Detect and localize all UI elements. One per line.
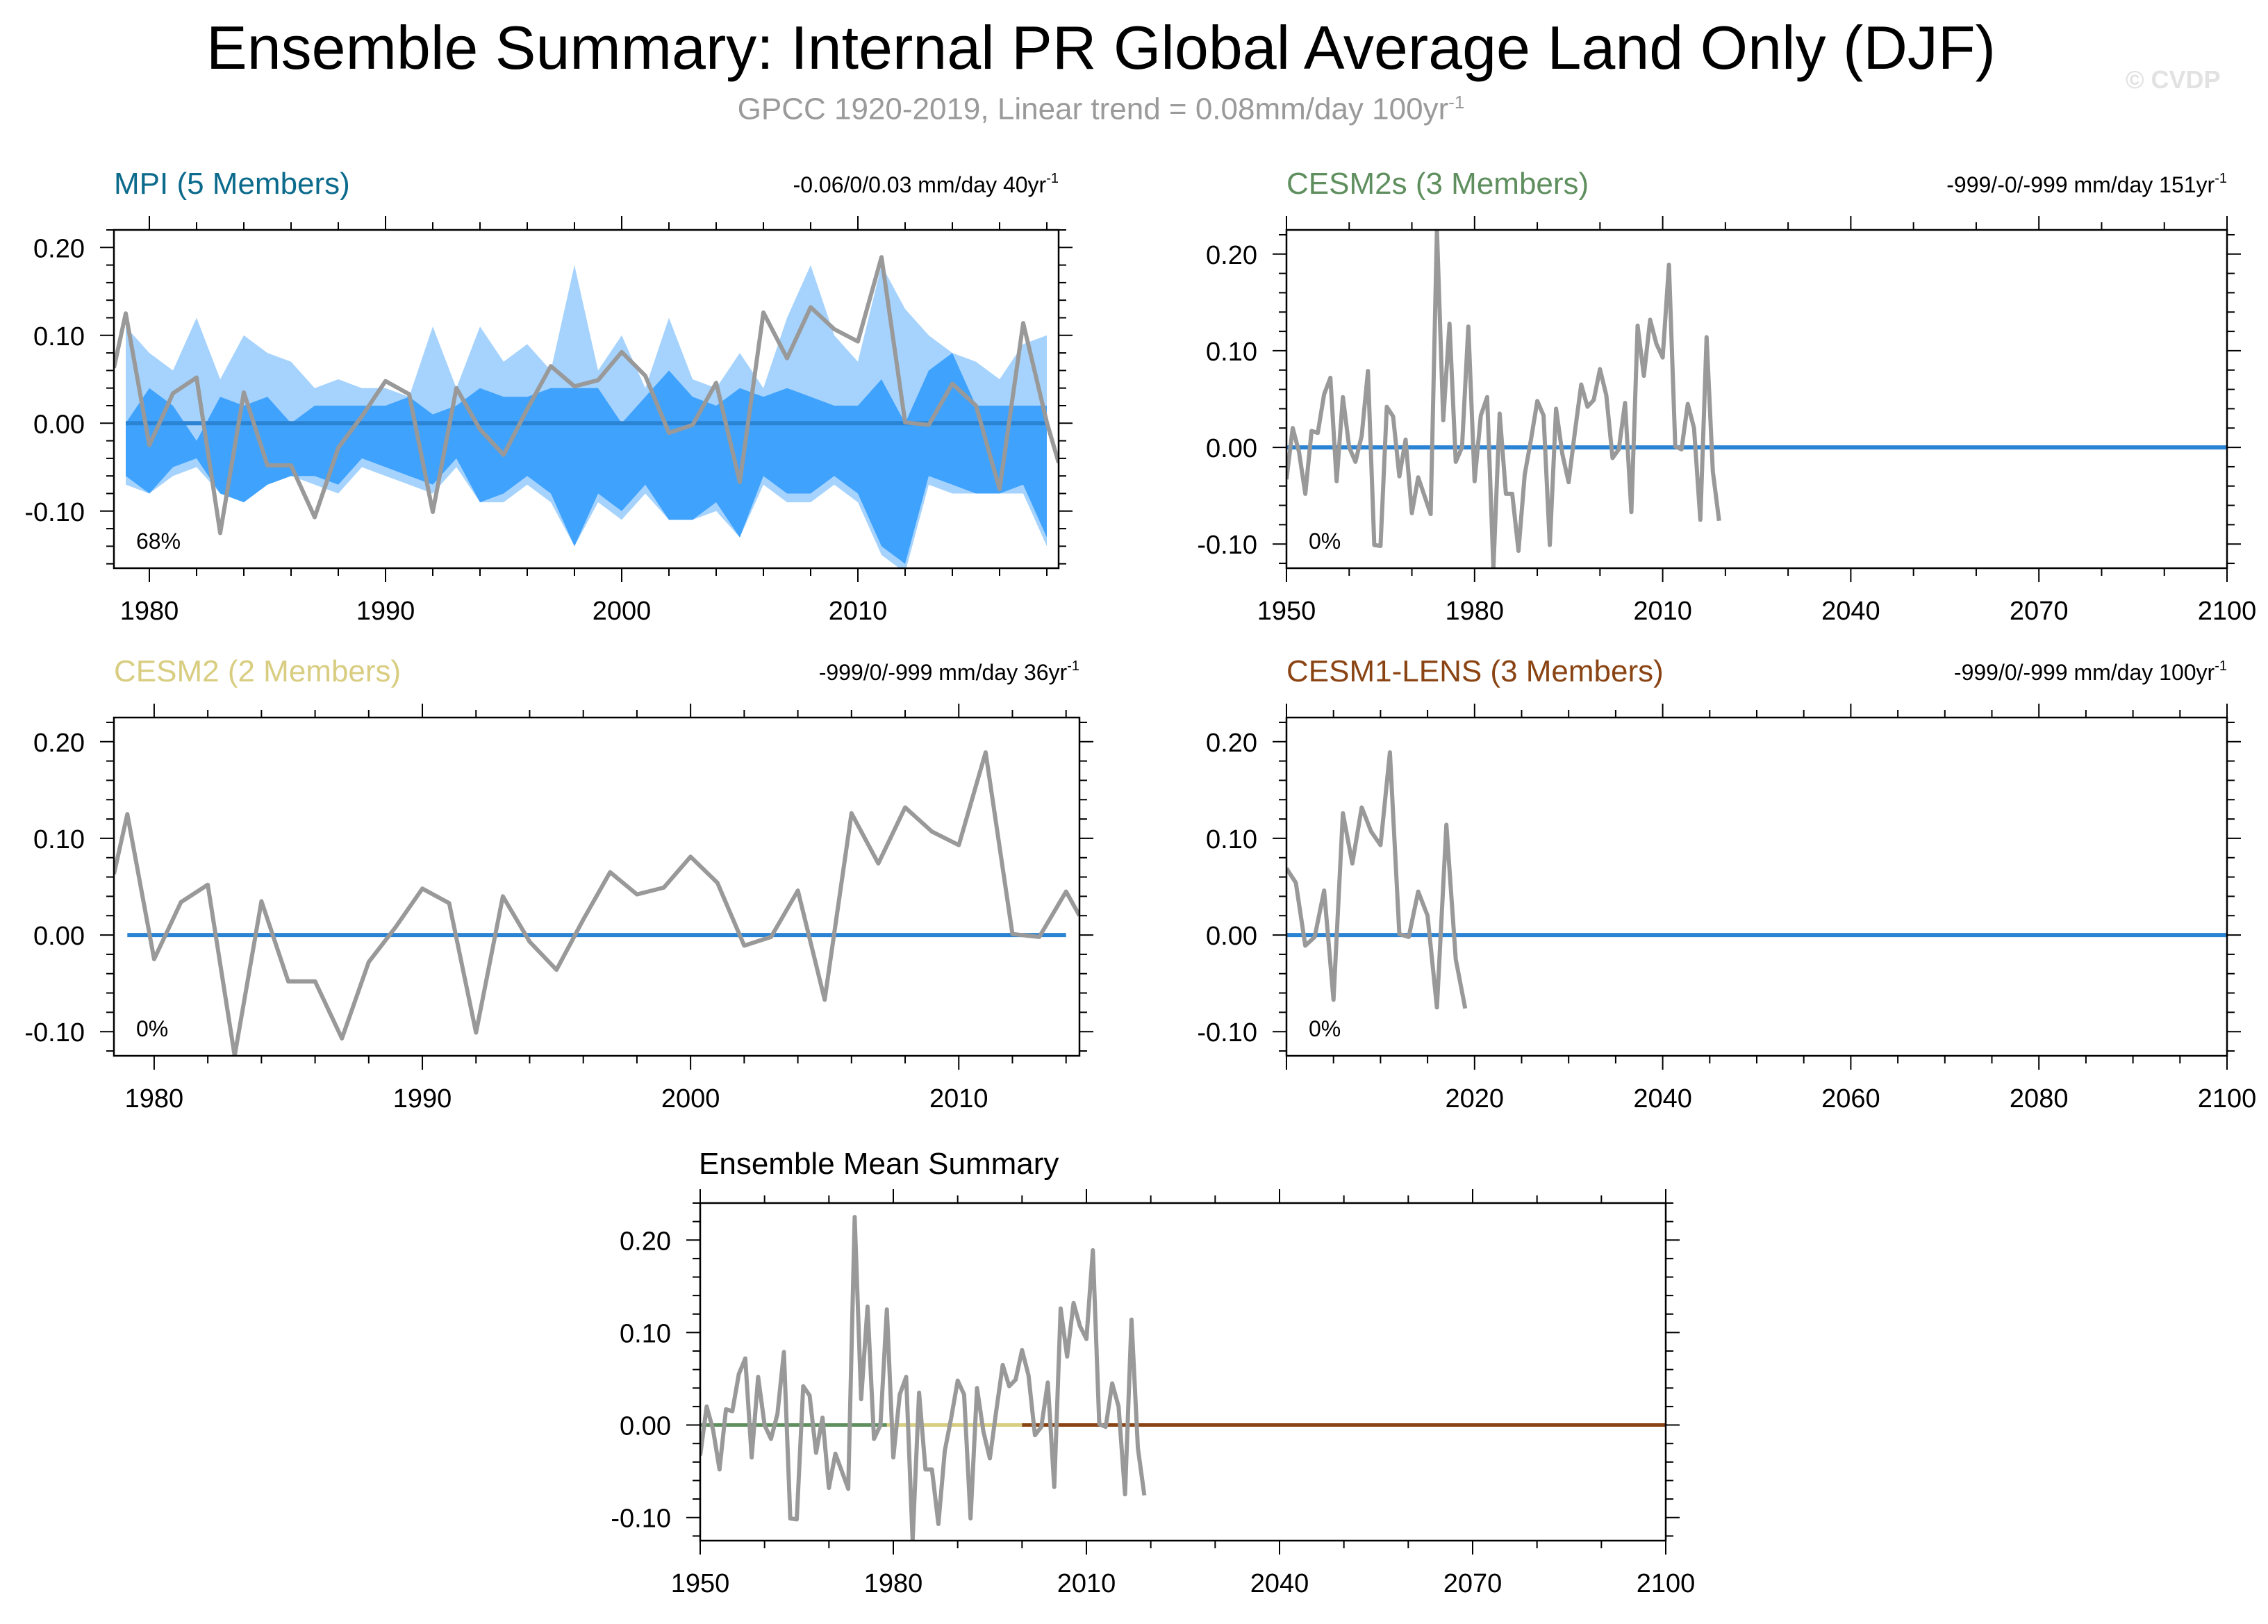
panel-title: CESM2s (3 Members)	[1286, 167, 1589, 201]
x-tick-label: 2070	[1443, 1569, 1503, 1598]
y-tick-label: 0.20	[1206, 729, 1257, 758]
page-title: Ensemble Summary: Internal PR Global Ave…	[206, 13, 1996, 82]
x-tick-label: 2070	[2010, 597, 2069, 626]
trend-label-text: -999/0/-999 mm/day 36yr	[819, 660, 1068, 685]
x-tick-label: 2000	[593, 597, 652, 626]
plot-area	[114, 750, 1079, 1056]
panel-title: CESM1-LENS (3 Members)	[1286, 654, 1664, 688]
x-tick-label: 2080	[2010, 1084, 2069, 1113]
x-tick-label: 2040	[1821, 597, 1880, 626]
x-tick-label: 2040	[1633, 1084, 1692, 1113]
x-tick-label: 1950	[671, 1569, 730, 1598]
percent-label: 0%	[1309, 529, 1341, 554]
chart-panel-ensemble-mean: 0.20 0.10 0.00 -0.10 1950 1980 2010 2040 2070 210…	[611, 1147, 1695, 1598]
x-tick-label: 2100	[2198, 1084, 2257, 1113]
y-tick-label: 0.00	[1206, 922, 1257, 951]
observed-series-line	[700, 1215, 1147, 1541]
y-tick-label: -0.10	[24, 1018, 85, 1047]
subtitle-exponent: -1	[1448, 92, 1465, 113]
x-tick-label: 2060	[1821, 1084, 1880, 1113]
percent-label: 0%	[1309, 1016, 1341, 1041]
trend-label-text: -999/-0/-999 mm/day 151yr	[1946, 172, 2215, 197]
trend-label: -999/0/-999 mm/day 36yr-1	[819, 658, 1079, 685]
y-tick-label: 0.20	[620, 1227, 671, 1256]
plot-frame	[1285, 229, 2228, 570]
chart-panel-cesm1-lens: 0.20 0.10 0.00 -0.10 2020 2040 2060 2080 2100 CES…	[1197, 654, 2256, 1113]
percent-label: 68%	[136, 529, 181, 554]
plot-area	[1286, 750, 2227, 1010]
panel-title: MPI (5 Members)	[114, 167, 350, 201]
y-tick-label: 0.10	[1206, 338, 1257, 367]
plot-frame	[113, 229, 1060, 570]
y-tick-label: 0.20	[33, 729, 85, 758]
y-tick-label: 0.00	[1206, 434, 1257, 463]
chart-panel-cesm2s: 0.20 0.10 0.00 -0.10 1950 1980 2010 2040 2070 210…	[1197, 167, 2256, 626]
y-tick-label: 0.00	[620, 1412, 671, 1441]
x-tick-label: 1980	[120, 597, 179, 626]
y-tick-label: -0.10	[1197, 531, 1257, 560]
trend-label-exponent: -1	[2215, 658, 2227, 674]
trend-label: -0.06/0/0.03 mm/day 40yr-1	[793, 171, 1059, 197]
x-tick-label: 1990	[393, 1084, 452, 1113]
ensemble-iqr-band	[126, 353, 1047, 564]
y-tick-label: 0.10	[33, 322, 85, 351]
x-tick-label: 2040	[1250, 1569, 1309, 1598]
x-tick-label: 2010	[1057, 1569, 1116, 1598]
y-tick-label: -0.10	[24, 498, 85, 527]
y-tick-label: 0.20	[33, 234, 85, 263]
plot-frame	[699, 1202, 1667, 1542]
plot-frame	[113, 716, 1081, 1057]
x-tick-label: 1950	[1257, 597, 1316, 626]
x-tick-label: 2100	[1637, 1569, 1696, 1598]
chart-panel-cesm2: 0.20 0.10 0.00 -0.10 1980 1990 2000 2010 CESM2 (…	[24, 654, 1093, 1113]
x-tick-label: 1980	[125, 1084, 184, 1113]
percent-label: 0%	[136, 1016, 168, 1041]
plot-area	[114, 255, 1059, 568]
y-tick-label: 0.10	[33, 825, 85, 854]
trend-label-exponent: -1	[1046, 171, 1059, 186]
observed-series-line	[1286, 230, 1721, 568]
y-tick-label: 0.00	[33, 922, 85, 951]
chart-panel-mpi: 0.20 0.10 0.00 -0.10 1980 1990 2000 2010 MPI (5 …	[24, 167, 1073, 626]
trend-label-text: -999/0/-999 mm/day 100yr	[1954, 660, 2215, 685]
x-tick-label: 1980	[864, 1569, 923, 1598]
x-tick-label: 2010	[1633, 597, 1692, 626]
y-tick-label: -0.10	[1197, 1018, 1257, 1047]
x-tick-label: 2000	[661, 1084, 720, 1113]
x-tick-label: 1990	[356, 597, 415, 626]
panel-title: Ensemble Mean Summary	[699, 1147, 1059, 1181]
y-tick-label: 0.00	[33, 410, 85, 439]
page-subtitle: GPCC 1920-2019, Linear trend = 0.08mm/da…	[0, 92, 2202, 127]
trend-label-exponent: -1	[2215, 171, 2227, 186]
y-tick-label: 0.20	[1206, 241, 1257, 270]
x-tick-label: 1980	[1446, 597, 1505, 626]
x-tick-label: 2010	[929, 1084, 988, 1113]
trend-label-exponent: -1	[1067, 658, 1079, 674]
y-tick-label: 0.10	[620, 1319, 671, 1348]
x-tick-label: 2100	[2198, 597, 2257, 626]
observed-series-line	[1286, 750, 1468, 1010]
subtitle-text: GPCC 1920-2019, Linear trend = 0.08mm/da…	[737, 92, 1449, 126]
trend-label: -999/-0/-999 mm/day 151yr-1	[1946, 171, 2227, 197]
plot-frame	[1285, 716, 2228, 1057]
x-tick-label: 2010	[829, 597, 888, 626]
panel-title: CESM2 (2 Members)	[114, 654, 401, 688]
plot-area	[700, 1215, 1666, 1541]
trend-label: -999/0/-999 mm/day 100yr-1	[1954, 658, 2227, 685]
y-tick-label: 0.10	[1206, 825, 1257, 854]
y-tick-label: -0.10	[611, 1505, 671, 1534]
observed-series-line	[114, 255, 1059, 536]
observed-series-line	[114, 750, 1079, 1056]
x-tick-label: 2020	[1446, 1084, 1505, 1113]
watermark: © CVDP	[2126, 65, 2221, 94]
plot-area	[1286, 230, 2227, 568]
trend-label-text: -0.06/0/0.03 mm/day 40yr	[793, 172, 1047, 197]
